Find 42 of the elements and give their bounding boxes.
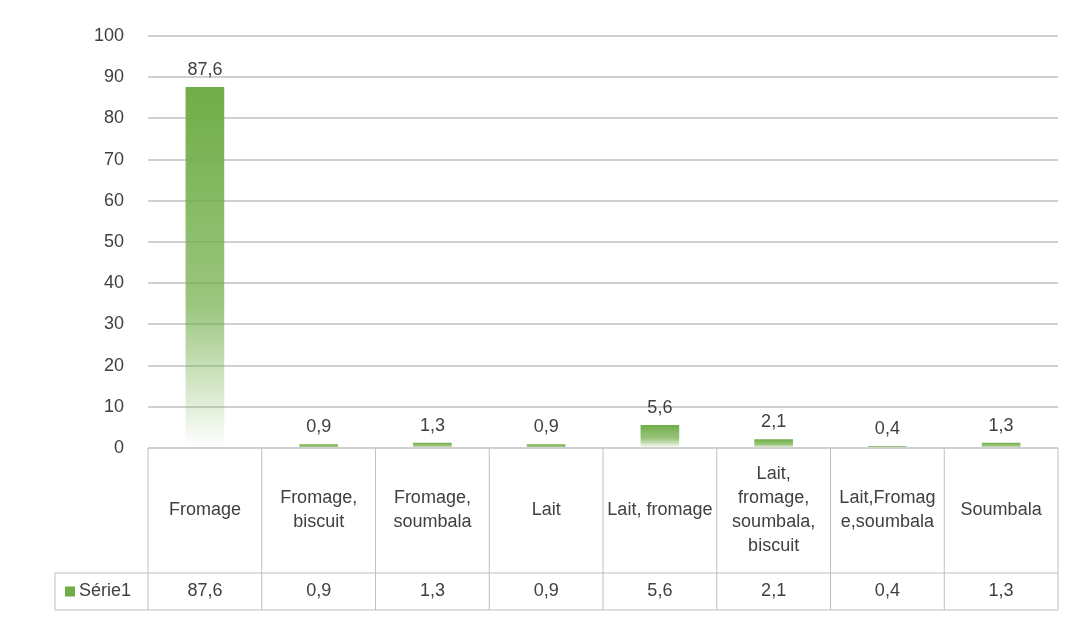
y-tick-label: 40 (104, 272, 125, 293)
x-tick-label: Lait (531, 499, 561, 520)
y-tick-label: 20 (104, 354, 125, 375)
y-tick-label: 100 (93, 24, 125, 45)
text: 87,6 (187, 59, 223, 80)
x-tick-label: Lait, fromage, soumbala, biscuit (732, 463, 816, 556)
x-tick-label: Fromage, soumbala (393, 487, 473, 532)
y-tick-label: 30 (104, 313, 125, 334)
y-tick-label: 90 (104, 66, 125, 87)
x-tick-label: Lait,Fromage,soumbala (839, 487, 936, 532)
bar (981, 442, 1021, 447)
bar (299, 444, 338, 447)
y-tick-label: 60 (104, 189, 125, 210)
data-label: 5,6 (647, 580, 673, 601)
text: 0,4 (874, 418, 900, 439)
text: 1,3 (988, 414, 1014, 435)
data-label: 0,4 (874, 580, 900, 601)
text: 2,1 (761, 411, 787, 432)
legend-label: Série1 (79, 580, 132, 601)
text: 1,3 (419, 414, 445, 435)
data-label: 1,3 (419, 580, 445, 601)
bar (526, 444, 566, 447)
data-label: 0,9 (306, 580, 332, 601)
data-label: 0,9 (533, 580, 559, 601)
text: 0,9 (533, 416, 559, 437)
x-tick-label: Fromage (168, 499, 241, 520)
x-tick-label: Lait, fromage (607, 499, 713, 520)
bar (413, 442, 452, 447)
text: 5,6 (647, 396, 673, 417)
x-tick-label: Soumbala (960, 499, 1043, 520)
data-label: 1,3 (988, 580, 1014, 601)
y-tick-label: 50 (104, 230, 125, 251)
bar (640, 424, 680, 447)
y-tick-label: 80 (104, 107, 125, 128)
y-tick-label: 10 (104, 395, 125, 416)
y-tick-label: 70 (104, 148, 125, 169)
y-tick-label: 0 (114, 436, 125, 457)
data-label: 2,1 (761, 580, 787, 601)
data-label: 87,6 (187, 580, 223, 601)
x-tick-label: Fromage, biscuit (280, 487, 358, 532)
text: 0,9 (306, 416, 332, 437)
bar (754, 439, 793, 447)
